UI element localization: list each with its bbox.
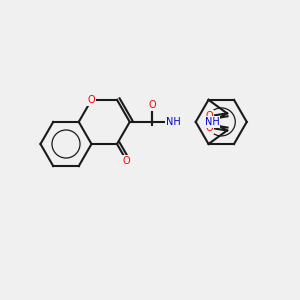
Text: O: O (206, 123, 213, 133)
Text: O: O (123, 156, 130, 166)
Text: O: O (88, 95, 95, 105)
Text: O: O (148, 100, 156, 110)
Text: NH: NH (166, 117, 181, 127)
Text: O: O (206, 111, 213, 121)
Text: NH: NH (205, 117, 219, 127)
